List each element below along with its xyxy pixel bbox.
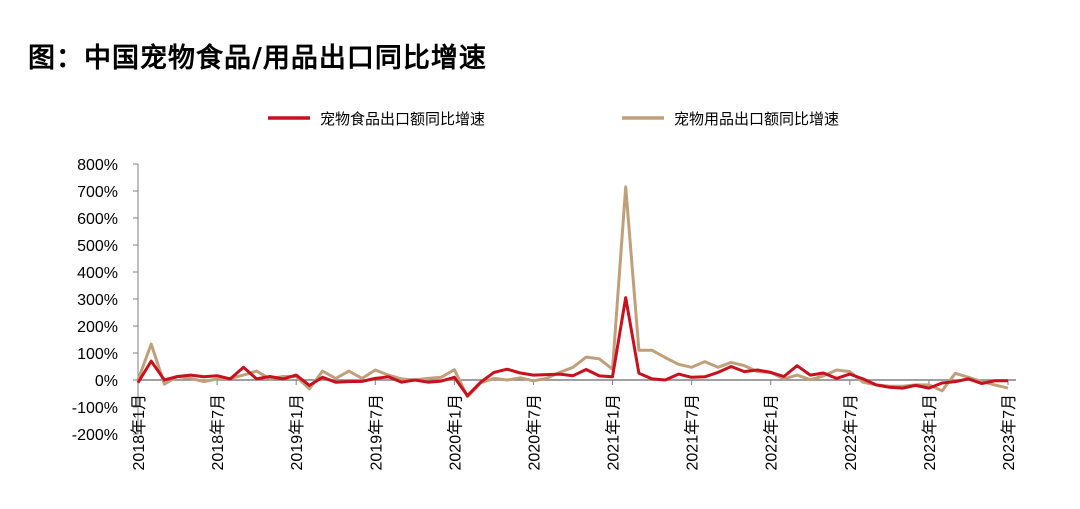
x-tick-label: 2023年1月 — [921, 394, 939, 471]
x-tick-label: 2018年7月 — [209, 394, 227, 471]
y-tick-label: 100% — [77, 346, 118, 363]
series-line — [136, 296, 1008, 398]
y-tick-label: 400% — [77, 265, 118, 282]
x-tick-label: 2019年7月 — [367, 394, 385, 471]
legend-label: 宠物用品出口额同比增速 — [674, 110, 839, 128]
y-tick-label: 200% — [77, 319, 118, 336]
series-line — [136, 185, 1009, 399]
x-tick-label: 2021年7月 — [684, 394, 702, 471]
y-tick-label: 500% — [77, 238, 118, 255]
chart-title: 图：中国宠物食品/用品出口同比增速 — [28, 43, 487, 74]
legend-label: 宠物食品出口额同比增速 — [320, 110, 485, 128]
x-tick-label: 2018年1月 — [130, 394, 148, 471]
x-tick-label: 2021年1月 — [605, 394, 623, 471]
x-tick-label: 2022年7月 — [842, 394, 860, 471]
x-tick-label: 2020年1月 — [446, 394, 464, 471]
y-tick-label: -100% — [72, 400, 118, 417]
x-tick-label: 2019年1月 — [288, 394, 306, 471]
x-tick-label: 2020年7月 — [525, 394, 543, 471]
y-tick-label: 800% — [77, 157, 118, 174]
y-tick-label: 600% — [77, 211, 118, 228]
y-tick-label: 300% — [77, 292, 118, 309]
y-tick-label: 700% — [77, 184, 118, 201]
x-tick-label: 2022年1月 — [763, 394, 781, 471]
y-tick-label: -200% — [72, 427, 118, 444]
y-tick-label: 0% — [95, 373, 118, 390]
x-tick-label: 2023年7月 — [1000, 394, 1018, 471]
